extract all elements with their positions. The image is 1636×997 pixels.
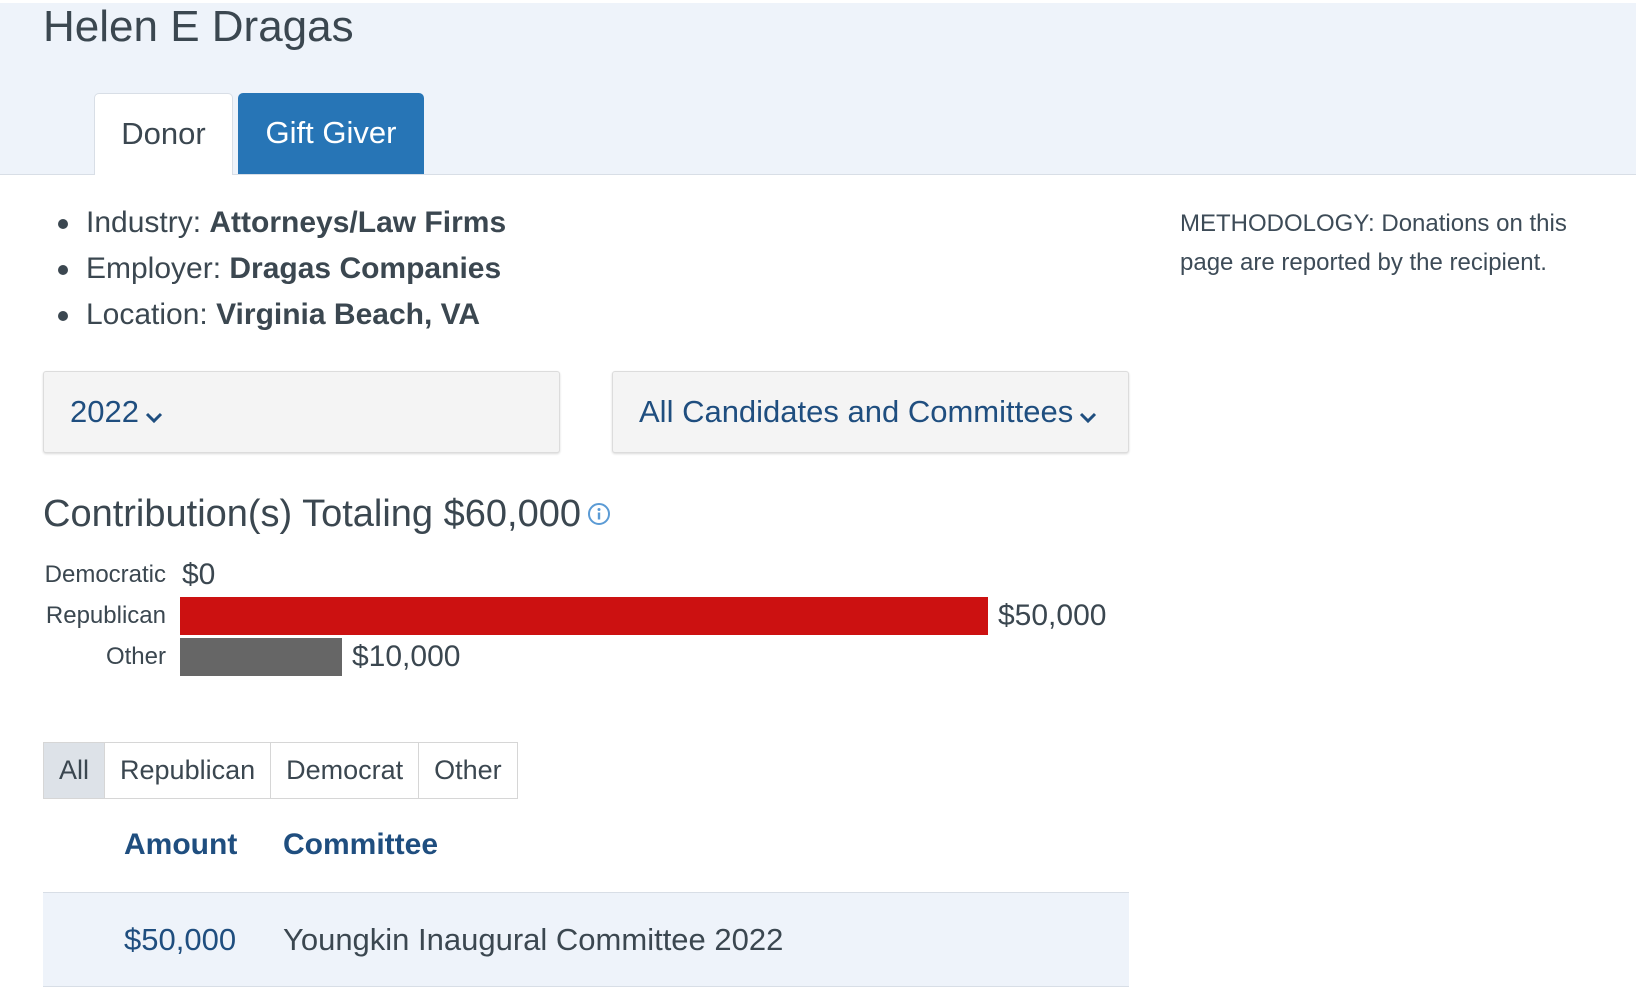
cell-amount: $50,000 [124, 922, 237, 957]
detail-employer: Employer: Dragas Companies [58, 246, 506, 292]
year-select-value: 2022 [70, 394, 139, 429]
detail-label: Employer: [86, 252, 230, 285]
tab-donor[interactable]: Donor [94, 93, 233, 175]
column-header-amount[interactable]: Amount [124, 828, 238, 861]
chart-bar-republican [180, 597, 988, 635]
detail-location: Location: Virginia Beach, VA [58, 292, 506, 338]
filter-other-button[interactable]: Other [419, 743, 517, 798]
cell-committee: Youngkin Inaugural Committee 2022 [283, 922, 784, 957]
info-icon[interactable] [587, 488, 611, 540]
total-text: Contribution(s) Totaling $60,000 [43, 493, 581, 535]
detail-label: Location: [86, 298, 217, 331]
bullet [58, 311, 68, 321]
filter-republican-button[interactable]: Republican [105, 743, 272, 798]
chart-value-republican: $50,000 [998, 599, 1107, 632]
table-row: $50,000 Youngkin Inaugural Committee 202… [43, 892, 1129, 987]
chart-label-other: Other [105, 643, 166, 670]
bullet [58, 265, 68, 275]
filter-democrat-button[interactable]: Democrat [271, 743, 420, 798]
contributions-total-heading: Contribution(s) Totaling $60,000 [43, 488, 611, 540]
detail-value: Dragas Companies [229, 252, 502, 285]
candidates-select[interactable]: All Candidates and Committees [612, 371, 1129, 453]
bullet [58, 219, 68, 229]
year-select[interactable]: 2022 [43, 371, 560, 453]
chart-value-other: $10,000 [352, 640, 461, 673]
donor-name: Helen E Dragas [43, 2, 354, 51]
party-breakdown-chart: Democratic $0 Republican $50,000 Other $10,00… [0, 556, 1140, 686]
chevron-down-icon [145, 374, 163, 454]
chevron-down-icon [1079, 374, 1097, 454]
detail-value: Virginia Beach, VA [216, 298, 481, 331]
detail-label: Industry: [86, 206, 210, 239]
methodology-note: METHODOLOGY: Donations on this page are … [1180, 210, 1567, 276]
candidates-select-value: All Candidates and Committees [639, 394, 1074, 429]
donor-details: Industry: Attorneys/Law Firms Employer: … [58, 200, 506, 338]
detail-industry: Industry: Attorneys/Law Firms [58, 200, 506, 246]
chart-label-democratic: Democratic [44, 561, 166, 588]
tab-gift-giver[interactable]: Gift Giver [238, 93, 424, 174]
detail-value: Attorneys/Law Firms [209, 206, 507, 239]
chart-value-democratic: $0 [182, 558, 216, 591]
chart-bar-other [180, 638, 342, 676]
chart-label-republican: Republican [45, 602, 166, 629]
column-header-committee[interactable]: Committee [283, 828, 439, 861]
party-filter-group: All Republican Democrat Other [43, 742, 518, 799]
filter-all-button[interactable]: All [44, 743, 106, 798]
